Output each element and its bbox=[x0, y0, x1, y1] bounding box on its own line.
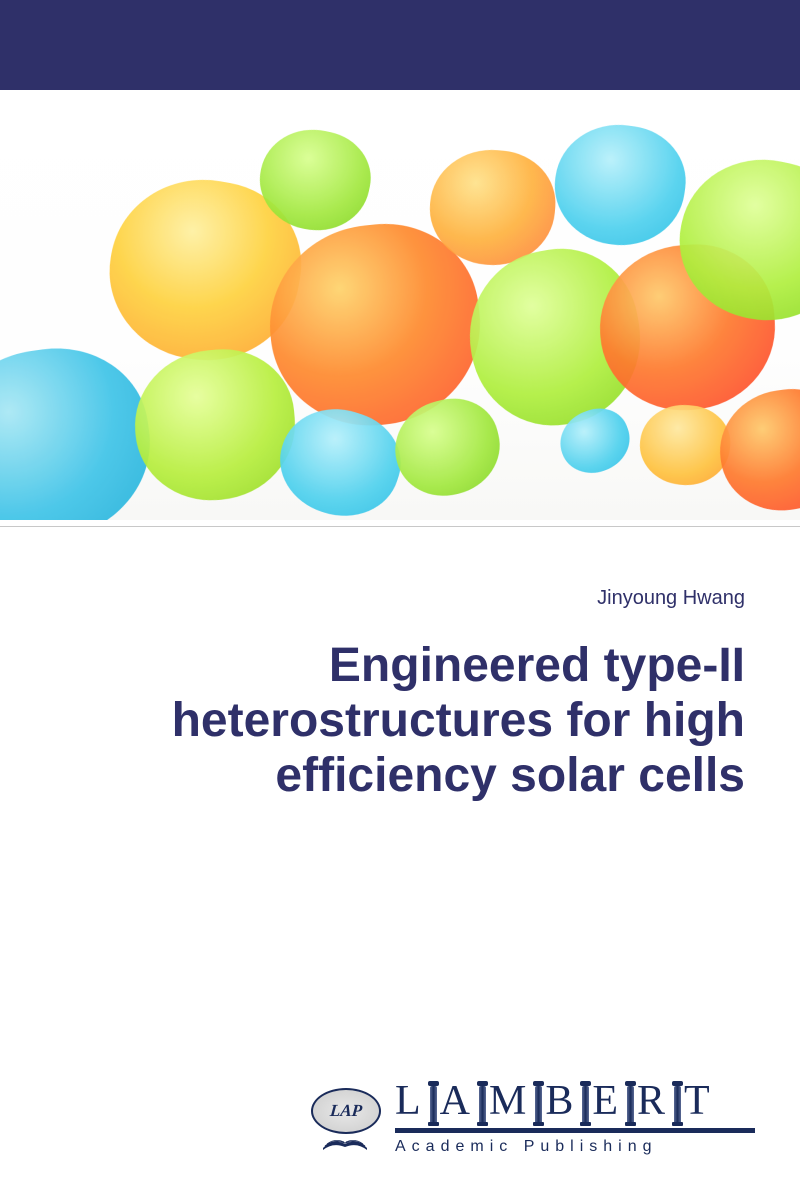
publisher-name: LAMBERT bbox=[395, 1080, 716, 1122]
publisher-name-letter: A bbox=[440, 1080, 476, 1122]
logo-badge-oval: LAP bbox=[311, 1088, 381, 1134]
publisher-text: LAMBERT Academic Publishing bbox=[395, 1080, 755, 1160]
pillar-icon bbox=[430, 1086, 437, 1122]
pillar-icon bbox=[582, 1086, 589, 1122]
pillar-icon bbox=[674, 1086, 681, 1122]
publisher-name-letter: M bbox=[489, 1080, 532, 1122]
pillar-icon bbox=[479, 1086, 486, 1122]
artwork-blob bbox=[712, 382, 800, 519]
book-title: Engineered type-II heterostructures for … bbox=[55, 638, 745, 804]
publisher-name-underline bbox=[395, 1128, 755, 1133]
publisher-subline: Academic Publishing bbox=[395, 1138, 658, 1156]
cover-artwork bbox=[0, 90, 800, 520]
top-brand-bar bbox=[0, 0, 800, 90]
publisher-logo: LAP bbox=[311, 1088, 383, 1160]
artwork-blob bbox=[547, 117, 692, 254]
publisher-name-letter: L bbox=[395, 1080, 427, 1122]
publisher-name-letter: B bbox=[545, 1080, 579, 1122]
author-name: Jinyoung Hwang bbox=[55, 587, 745, 610]
publisher-name-letter: T bbox=[684, 1080, 716, 1122]
artwork-blob bbox=[129, 343, 301, 506]
title-block: Jinyoung Hwang Engineered type-II hetero… bbox=[0, 527, 800, 804]
publisher-block: LAP LAMBERT Academic Publishing bbox=[311, 1080, 755, 1160]
publisher-name-letter: R bbox=[637, 1080, 671, 1122]
pillar-icon bbox=[627, 1086, 634, 1122]
open-book-icon bbox=[321, 1130, 369, 1152]
publisher-name-letter: E bbox=[592, 1080, 624, 1122]
pillar-icon bbox=[535, 1086, 542, 1122]
logo-badge-text: LAP bbox=[329, 1101, 363, 1121]
